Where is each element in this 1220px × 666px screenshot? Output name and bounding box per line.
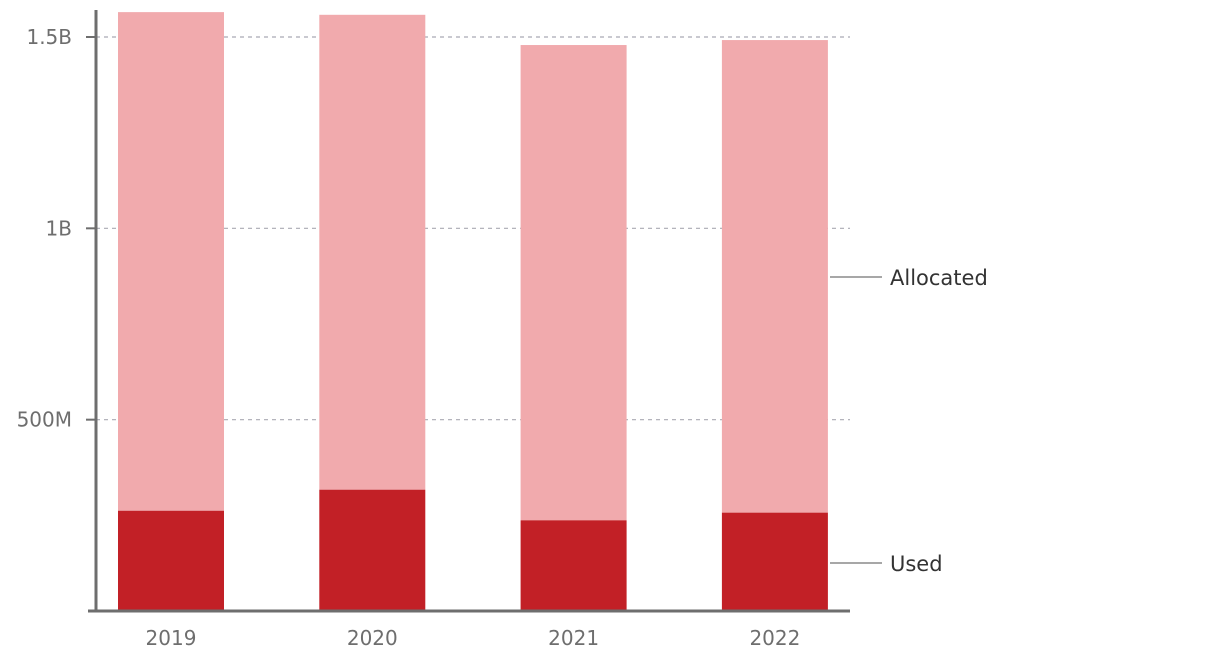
- x-tick-label: 2020: [347, 626, 398, 650]
- legend-label-used: Used: [890, 552, 943, 576]
- y-tick-label: 1B: [46, 216, 72, 240]
- bar-allocated: [520, 45, 627, 521]
- x-tick-label: 2021: [548, 626, 599, 650]
- y-tick-label: 1.5B: [26, 25, 72, 49]
- bar-used: [118, 510, 224, 611]
- bar-allocated: [118, 12, 224, 511]
- bar-used: [520, 520, 627, 611]
- y-tick-label: 500M: [17, 408, 72, 432]
- bar-allocated: [319, 14, 426, 490]
- bar-used: [319, 489, 426, 611]
- legend-label-allocated: Allocated: [890, 266, 988, 290]
- x-tick-label: 2019: [146, 626, 197, 650]
- bar-used: [721, 512, 828, 611]
- bar-allocated: [721, 40, 828, 513]
- x-tick-label: 2022: [749, 626, 800, 650]
